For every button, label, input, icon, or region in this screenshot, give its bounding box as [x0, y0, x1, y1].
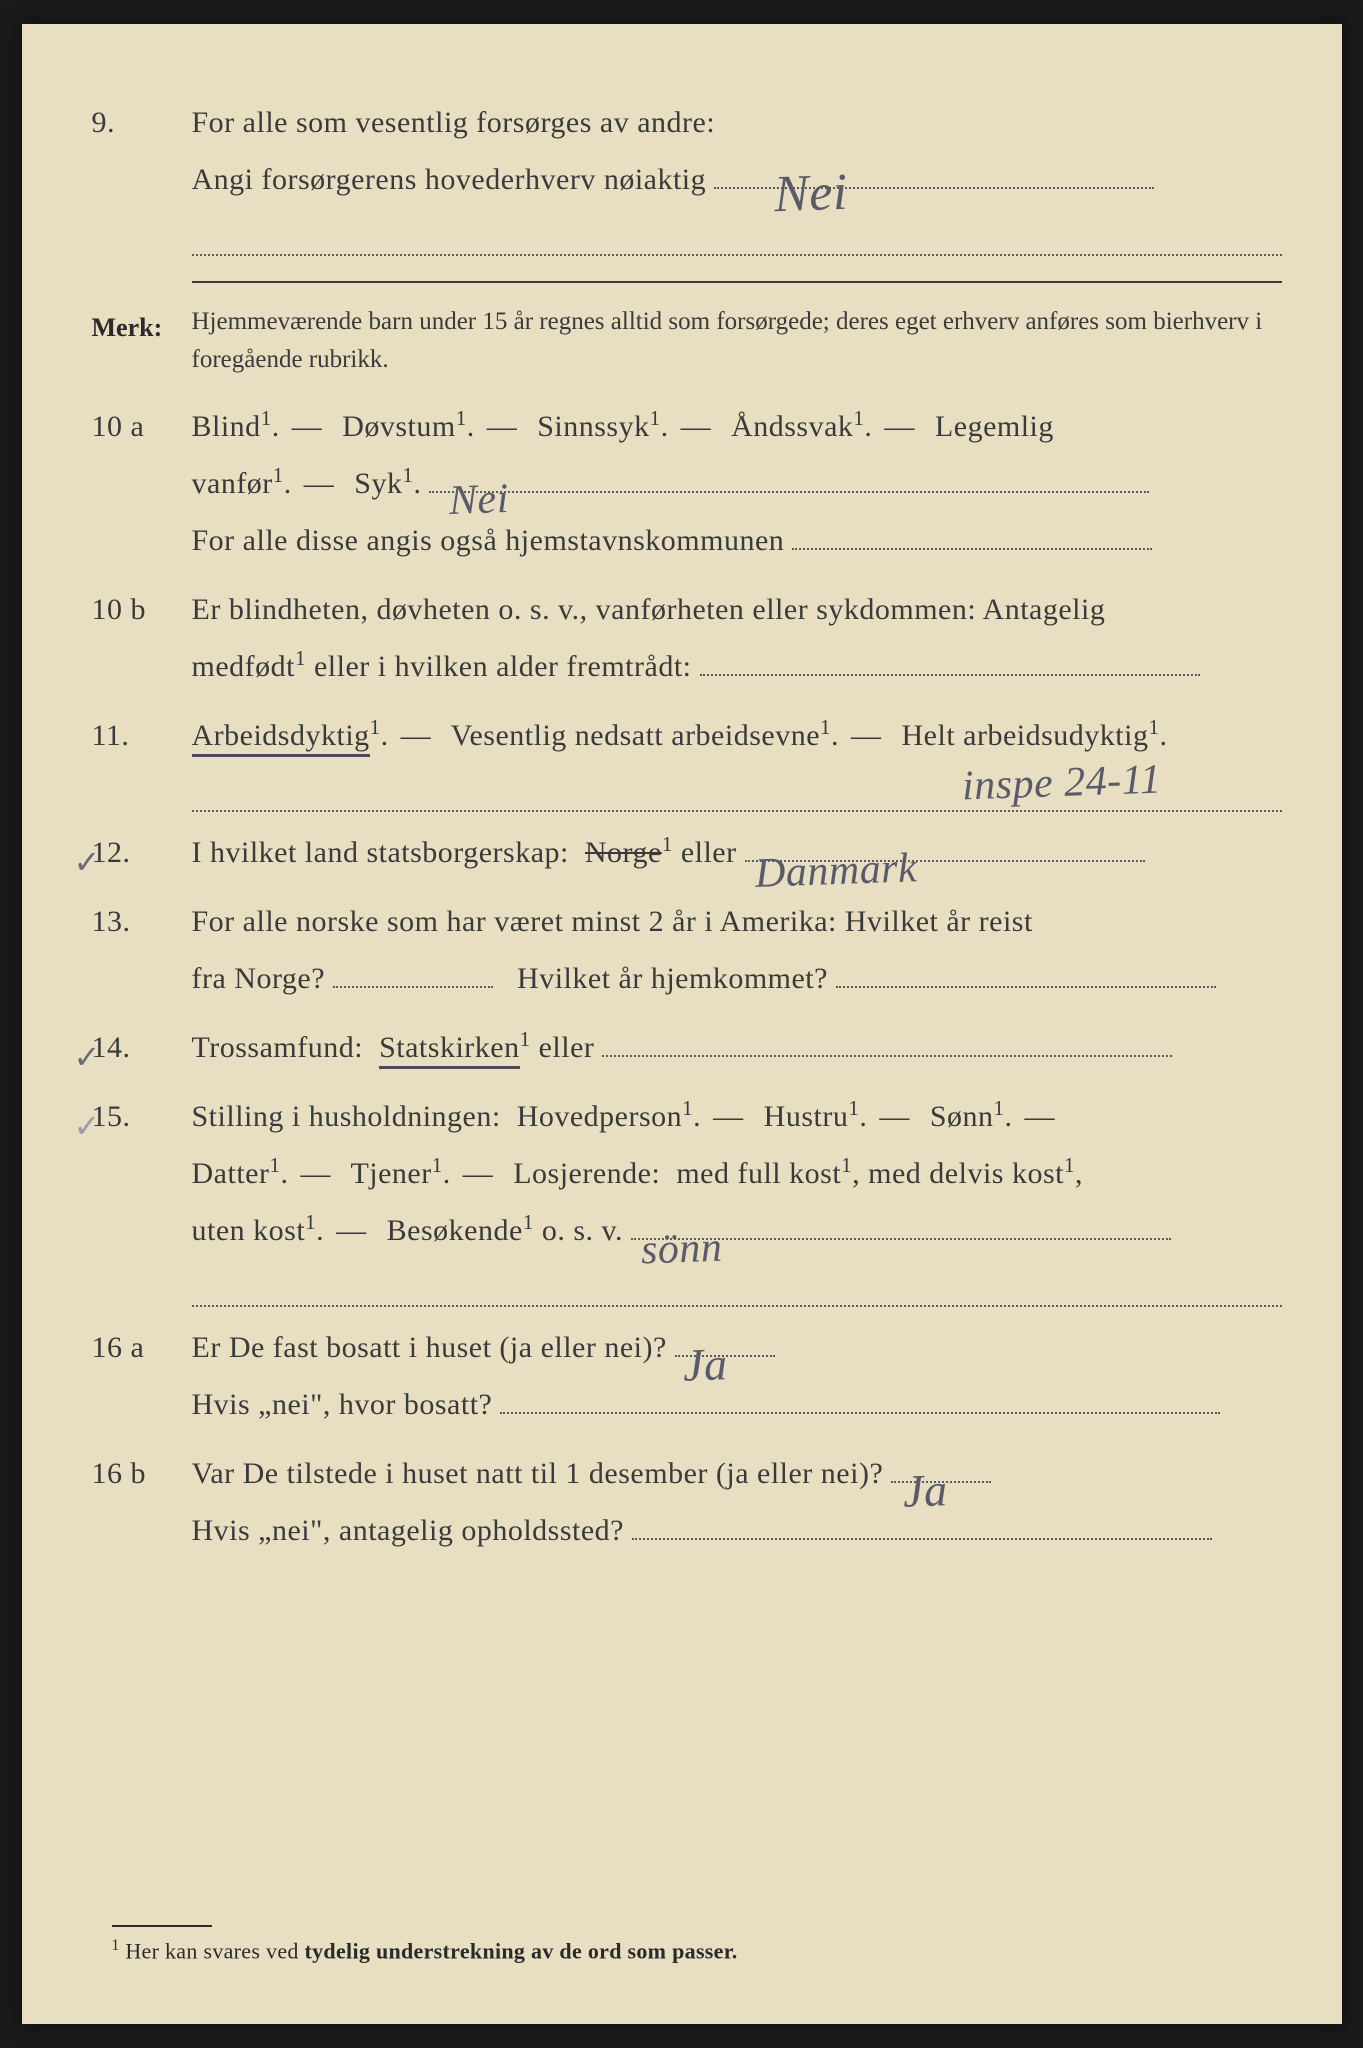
- q16a-line2: Hvis „nei", hvor bosatt?: [192, 1376, 1282, 1433]
- footnote-text: 1 Her kan svares ved tydelig understrekn…: [112, 1937, 1282, 1964]
- q10a-line1: Blind1.— Døvstum1.— Sinnssyk1.— Åndssvak…: [192, 398, 1282, 455]
- q9-answer-field: Nei: [714, 187, 1154, 189]
- q13-number: 13.: [92, 893, 192, 1007]
- q10b-body: Er blindheten, døvheten o. s. v., vanfør…: [192, 581, 1282, 695]
- q11-body: Arbeidsdyktig1.— Vesentlig nedsatt arbei…: [192, 707, 1282, 812]
- q9-number: 9.: [92, 94, 192, 256]
- question-14: ✓ 14. Trossamfund: Statskirken1 eller: [92, 1019, 1282, 1076]
- q16b-line2: Hvis „nei", antagelig opholdssted?: [192, 1502, 1282, 1559]
- q9-line2: Angi forsørgerens hovederhverv nøiaktig …: [192, 151, 1282, 208]
- q16b-body: Var De tilstede i huset natt til 1 desem…: [192, 1445, 1282, 1559]
- q9-body: For alle som vesentlig forsørges av andr…: [192, 94, 1282, 256]
- q10a-answer-field: Nei: [429, 491, 1149, 493]
- census-form-page: 9. For alle som vesentlig forsørges av a…: [22, 24, 1342, 2024]
- question-10a: 10 a Blind1.— Døvstum1.— Sinnssyk1.— Ånd…: [92, 398, 1282, 569]
- q13-body: For alle norske som har været minst 2 år…: [192, 893, 1282, 1007]
- merk-note: Merk: Hjemmeværende barn under 15 år reg…: [92, 303, 1282, 378]
- merk-label: Merk:: [92, 303, 192, 378]
- footnote-rule: [112, 1925, 212, 1927]
- footnote-area: 1 Her kan svares ved tydelig understrekn…: [112, 1925, 1282, 1964]
- q14-checkmark-icon: ✓: [74, 1027, 101, 1088]
- q16a-line1: Er De fast bosatt i huset (ja eller nei)…: [192, 1319, 1282, 1376]
- q16b-answer: Ja: [902, 1446, 949, 1535]
- q15-checkmark-icon: ✓: [74, 1096, 101, 1157]
- question-12: ✓ 12. I hvilket land statsborgerskap: No…: [92, 824, 1282, 881]
- question-16a: 16 a Er De fast bosatt i huset (ja eller…: [92, 1319, 1282, 1433]
- q14-body: Trossamfund: Statskirken1 eller: [192, 1019, 1282, 1076]
- q15-answer-field: sönn: [631, 1238, 1171, 1240]
- q11-answer-field: inspe 24-11: [192, 764, 1282, 812]
- q10a-number: 10 a: [92, 398, 192, 569]
- q14-number: 14.: [92, 1019, 192, 1076]
- separator-1: [192, 281, 1282, 283]
- q16a-number: 16 a: [92, 1319, 192, 1433]
- merk-text: Hjemmeværende barn under 15 år regnes al…: [192, 303, 1282, 378]
- q15-line1: Stilling i husholdningen: Hovedperson1.—…: [192, 1088, 1282, 1145]
- q16a-answer-field: Ja: [675, 1355, 775, 1357]
- question-10b: 10 b Er blindheten, døvheten o. s. v., v…: [92, 581, 1282, 695]
- q12-body: I hvilket land statsborgerskap: Norge1 e…: [192, 824, 1282, 881]
- q10b-number: 10 b: [92, 581, 192, 695]
- q11-answer: inspe 24-11: [961, 741, 1163, 828]
- q10a-line2: vanfør1.— Syk1. Nei: [192, 455, 1282, 512]
- q16b-line1: Var De tilstede i huset natt til 1 desem…: [192, 1445, 1282, 1502]
- q12-checkmark-icon: ✓: [74, 832, 101, 893]
- q12-answer-field: Danmark: [745, 860, 1145, 862]
- q15-line3: uten kost1.— Besøkende1 o. s. v. sönn: [192, 1202, 1282, 1259]
- question-13: 13. For alle norske som har været minst …: [92, 893, 1282, 1007]
- q15-line2: Datter1.— Tjener1.— Losjerende: med full…: [192, 1145, 1282, 1202]
- question-16b: 16 b Var De tilstede i huset natt til 1 …: [92, 1445, 1282, 1559]
- q10a-answer: Nei: [448, 460, 511, 542]
- q9-line1: For alle som vesentlig forsørges av andr…: [192, 94, 1282, 151]
- q16a-answer: Ja: [681, 1320, 728, 1409]
- q16a-body: Er De fast bosatt i huset (ja eller nei)…: [192, 1319, 1282, 1433]
- q16b-answer-field: Ja: [891, 1481, 991, 1483]
- q15-body: Stilling i husholdningen: Hovedperson1.—…: [192, 1088, 1282, 1307]
- q10b-line1: Er blindheten, døvheten o. s. v., vanfør…: [192, 581, 1282, 638]
- q10b-line2: medfødt1 eller i hvilken alder fremtrådt…: [192, 638, 1282, 695]
- question-11: 11. Arbeidsdyktig1.— Vesentlig nedsatt a…: [92, 707, 1282, 812]
- q10a-body: Blind1.— Døvstum1.— Sinnssyk1.— Åndssvak…: [192, 398, 1282, 569]
- q13-line1: For alle norske som har været minst 2 år…: [192, 893, 1282, 950]
- q13-line2: fra Norge? Hvilket år hjemkommet?: [192, 950, 1282, 1007]
- q12-number: 12.: [92, 824, 192, 881]
- question-9: 9. For alle som vesentlig forsørges av a…: [92, 94, 1282, 256]
- q11-number: 11.: [92, 707, 192, 812]
- question-15: ✓ 15. Stilling i husholdningen: Hovedper…: [92, 1088, 1282, 1307]
- q10a-line3: For alle disse angis også hjemstavnskomm…: [192, 512, 1282, 569]
- q9-blank-line: [192, 208, 1282, 256]
- q16b-number: 16 b: [92, 1445, 192, 1559]
- q15-number: 15.: [92, 1088, 192, 1307]
- q15-blank-line: [192, 1259, 1282, 1307]
